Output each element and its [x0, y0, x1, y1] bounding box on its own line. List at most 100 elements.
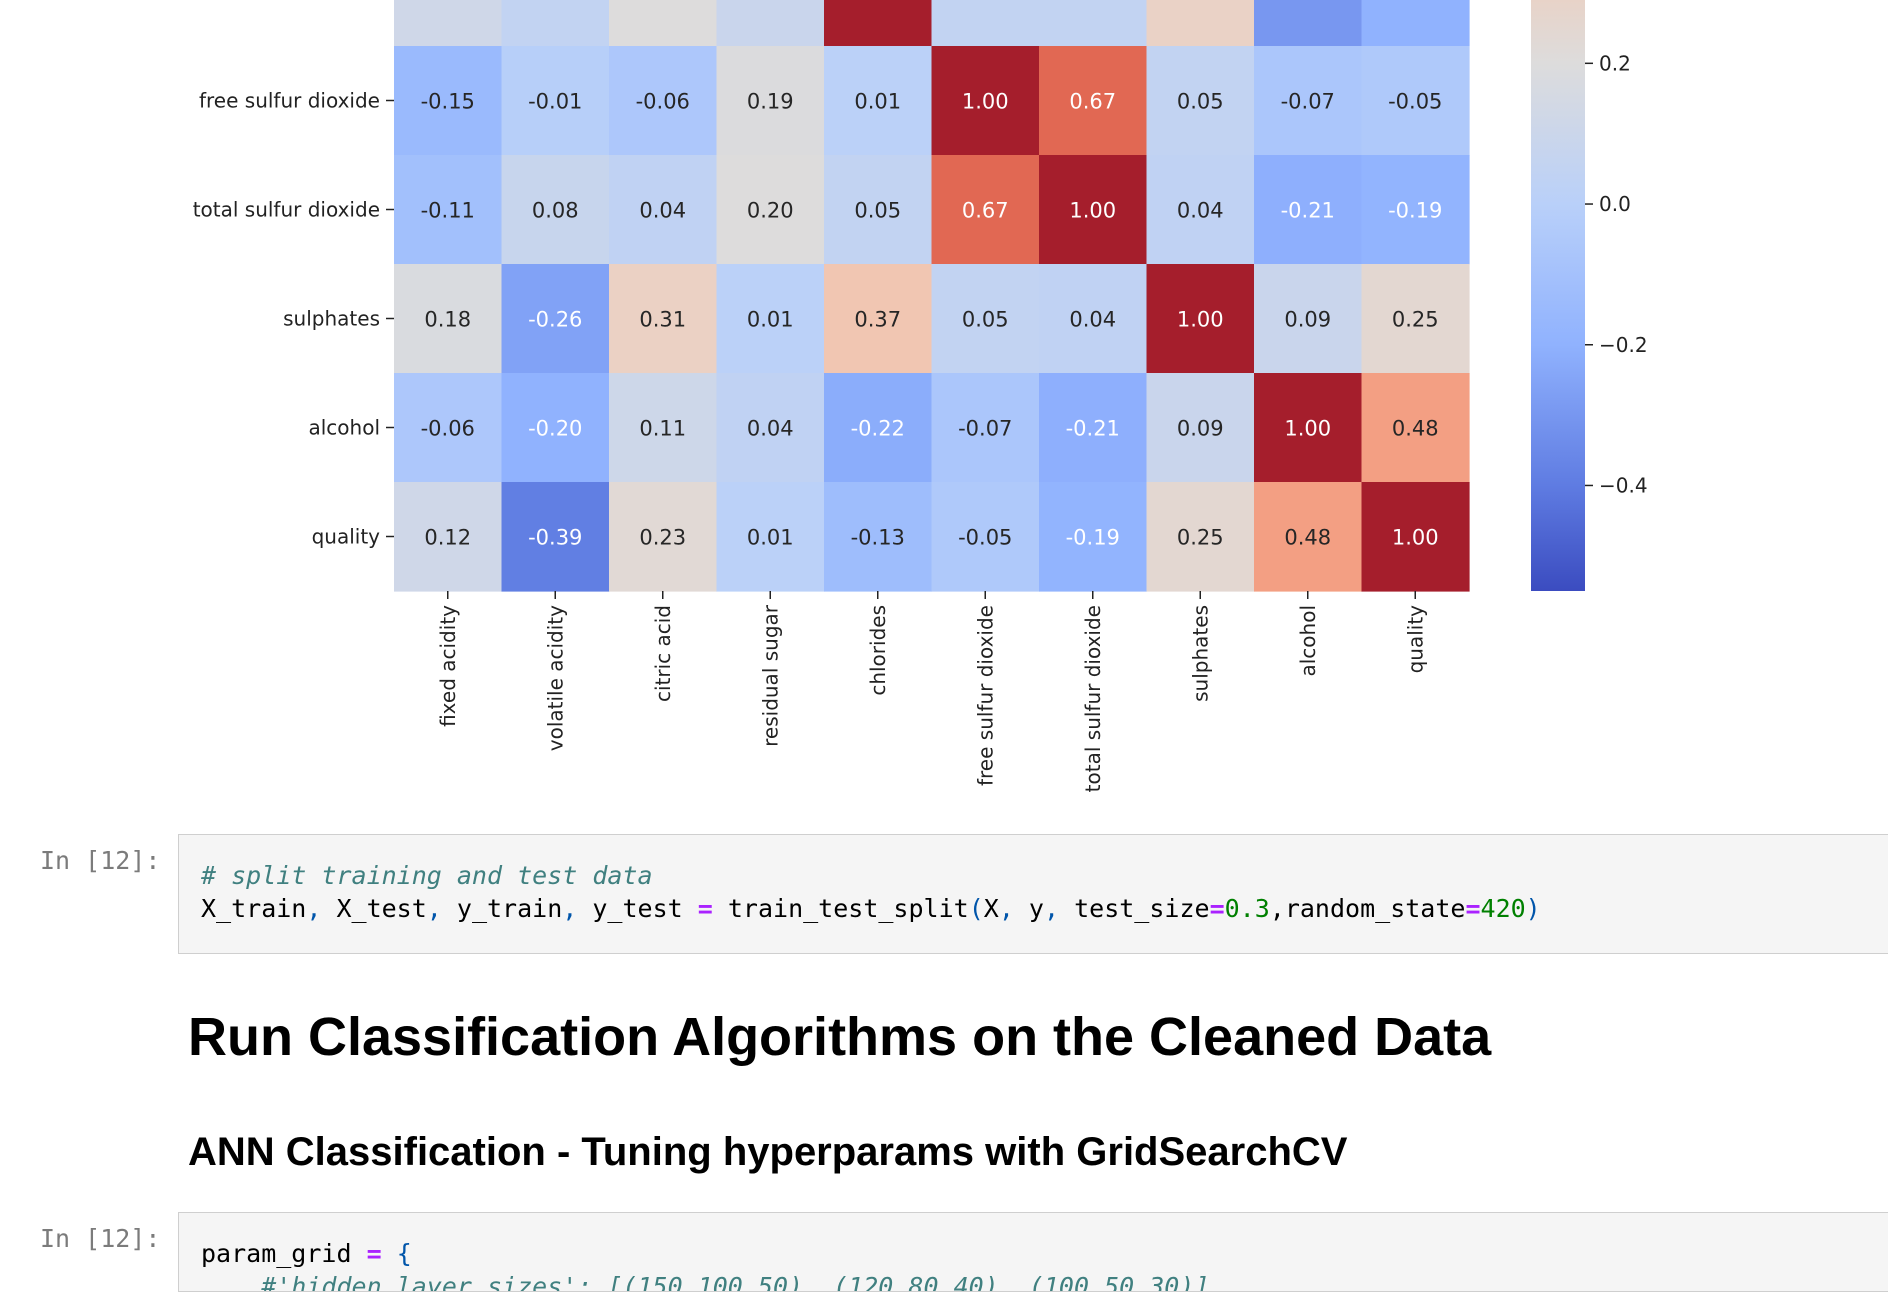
- heatmap-cell-label: 0.04: [1177, 199, 1224, 223]
- heatmap-colorbar: 0.2 0.0 −0.2 −0.4: [1531, 0, 1648, 591]
- heatmap-cell-label: 0.01: [747, 526, 794, 550]
- heatmap-cell-label: -0.05: [958, 526, 1012, 550]
- heatmap-cell-label: 0.04: [747, 417, 794, 441]
- heatmap-cell-label: 0.05: [1177, 90, 1224, 114]
- heatmap-cell-label: 0.48: [1392, 417, 1439, 441]
- colorbar-tick-label: 0.0: [1599, 192, 1631, 216]
- heatmap-cell: [1146, 46, 1255, 156]
- heatmap-cell: [824, 264, 933, 374]
- colorbar-tick-label: −0.4: [1599, 473, 1648, 497]
- x-tick-label: fixed acidity: [436, 605, 460, 727]
- heatmap-cell-label: 0.08: [532, 199, 579, 223]
- y-tick-label: alcohol: [308, 416, 380, 440]
- heatmap-cell: [824, 373, 933, 483]
- heatmap-cell: [1254, 264, 1363, 374]
- heatmap-cell: [716, 264, 825, 374]
- heatmap-cell: [716, 373, 825, 483]
- correlation-heatmap: -0.15 -0.01 -0.06 0.19 0.01 1.00 0.67 0.05 -0.07…: [193, 0, 1648, 792]
- heatmap-cell-label: -0.39: [528, 526, 582, 550]
- heatmap-cell: [716, 482, 825, 592]
- heatmap-cell-label: -0.07: [1281, 90, 1335, 114]
- heatmap-cell-label: 0.31: [639, 308, 686, 332]
- heatmap-cell: [824, 482, 933, 592]
- x-tick-label: alcohol: [1296, 605, 1320, 677]
- heatmap-cell: [1361, 482, 1470, 592]
- heatmap-cell-label: -0.19: [1388, 199, 1442, 223]
- heatmap-cell: [394, 46, 503, 156]
- heatmap-cell: [1361, 264, 1470, 374]
- heatmap-cell: [1254, 373, 1363, 483]
- heatmap-cell: [609, 373, 718, 483]
- heatmap-cell-partial: [1254, 0, 1363, 46]
- heatmap-cell: [931, 155, 1040, 265]
- heatmap-cell: [931, 482, 1040, 592]
- heatmap-cell-label: 0.19: [747, 90, 794, 114]
- heatmap-cell: [931, 46, 1040, 156]
- heatmap-cell: [394, 264, 503, 374]
- y-tick-label: total sulfur dioxide: [193, 198, 380, 222]
- heatmap-cell-partial: [824, 0, 933, 46]
- heatmap-cell-partial: [931, 0, 1040, 46]
- heatmap-cells: -0.15 -0.01 -0.06 0.19 0.01 1.00 0.67 0.05 -0.07…: [394, 0, 1470, 592]
- y-tick-label: quality: [312, 525, 381, 549]
- heatmap-cell-label: -0.05: [1388, 90, 1442, 114]
- heatmap-cell: [1361, 373, 1470, 483]
- heatmap-cell-label: -0.01: [528, 90, 582, 114]
- x-tick-label: volatile acidity: [543, 605, 567, 751]
- code-cell-param-grid[interactable]: param_grid = { #'hidden_layer_sizes': [(…: [178, 1212, 1888, 1292]
- heatmap-cell: [609, 264, 718, 374]
- x-tick-label: residual sugar: [758, 604, 782, 747]
- heatmap-cell-partial: [609, 0, 718, 46]
- x-tick-label: free sulfur dioxide: [973, 605, 997, 786]
- heatmap-cell-label: 0.04: [639, 199, 686, 223]
- cell-prompt-grid: In [12]:: [40, 1224, 161, 1253]
- heatmap-cell: [1146, 373, 1255, 483]
- heatmap-cell-label: 0.04: [1069, 308, 1116, 332]
- heatmap-cell: [1039, 264, 1148, 374]
- heatmap-cell-label: 0.09: [1177, 417, 1224, 441]
- heatmap-cell-label: -0.11: [421, 199, 475, 223]
- heatmap-cell: [1361, 46, 1470, 156]
- heatmap-cell-label: 0.05: [962, 308, 1009, 332]
- cell-prompt-split: In [12]:: [40, 846, 161, 875]
- heatmap-cell-label: -0.21: [1066, 417, 1120, 441]
- heatmap-cell: [931, 264, 1040, 374]
- markdown-heading-2: ANN Classification - Tuning hyperparams …: [188, 1130, 1348, 1174]
- heatmap-cell: [824, 155, 933, 265]
- heatmap-cell-label: 0.05: [854, 199, 901, 223]
- heatmap-cell: [716, 155, 825, 265]
- heatmap-cell-label: -0.19: [1066, 526, 1120, 550]
- heatmap-cell-label: 0.37: [854, 308, 901, 332]
- code-comment-partial: #'hidden_layer_sizes': [(150,100,50), (1…: [201, 1272, 1225, 1292]
- heatmap-cell-label: 1.00: [1284, 417, 1331, 441]
- heatmap-cell: [501, 264, 610, 374]
- code-cell-split[interactable]: # split training and test data X_train, …: [178, 834, 1888, 954]
- heatmap-cell: [1146, 155, 1255, 265]
- heatmap-cell: [1039, 46, 1148, 156]
- heatmap-cell-partial: [1361, 0, 1470, 46]
- heatmap-cell-label: 0.25: [1177, 526, 1224, 550]
- heatmap-cell-label: -0.26: [528, 308, 582, 332]
- heatmap-cell-label: 0.48: [1284, 526, 1331, 550]
- heatmap-cell-partial: [716, 0, 825, 46]
- heatmap-cell: [501, 482, 610, 592]
- heatmap-cell-label: -0.06: [421, 417, 475, 441]
- heatmap-cell-label: 0.01: [854, 90, 901, 114]
- heatmap-cell-partial: [394, 0, 503, 46]
- heatmap-cell: [1254, 482, 1363, 592]
- y-tick-label: free sulfur dioxide: [199, 89, 380, 113]
- heatmap-cell: [501, 46, 610, 156]
- heatmap-cell: [1254, 46, 1363, 156]
- x-tick-label: chlorides: [866, 605, 890, 696]
- heatmap-cell-partial: [501, 0, 610, 46]
- x-tick-label: sulphates: [1188, 605, 1212, 702]
- heatmap-cell: [609, 46, 718, 156]
- markdown-heading-1: Run Classification Algorithms on the Cle…: [188, 1007, 1492, 1067]
- heatmap-cell-label: -0.21: [1281, 199, 1335, 223]
- colorbar-tick-label: 0.2: [1599, 51, 1631, 75]
- x-tick-label: quality: [1403, 605, 1427, 674]
- heatmap-cell: [394, 482, 503, 592]
- heatmap-cell-label: 1.00: [1069, 199, 1116, 223]
- heatmap-cell: [1146, 264, 1255, 374]
- heatmap-cell-label: -0.20: [528, 417, 582, 441]
